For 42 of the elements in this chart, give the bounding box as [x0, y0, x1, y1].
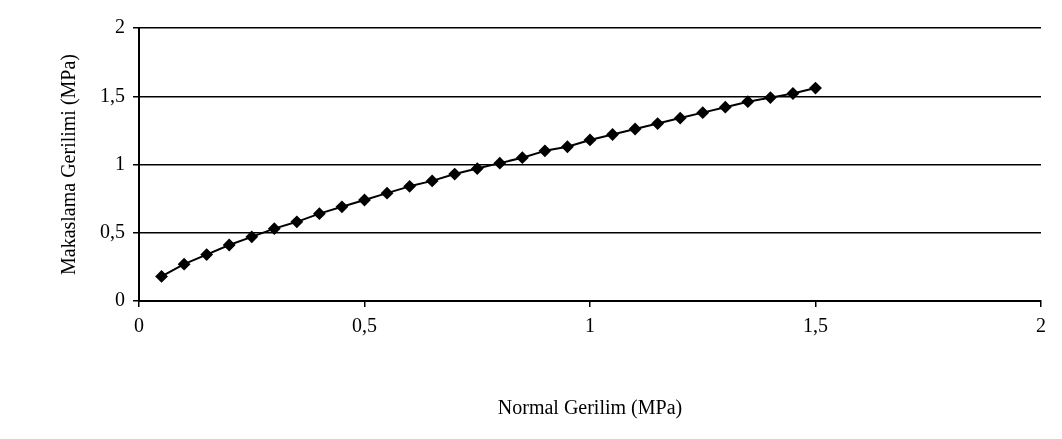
point	[719, 101, 732, 114]
y-axis-title: Makaslama Gerilimi (MPa)	[57, 53, 81, 276]
point	[629, 123, 642, 136]
point	[561, 140, 574, 153]
point	[809, 82, 822, 95]
point	[426, 174, 439, 187]
point	[786, 87, 799, 100]
point	[335, 200, 348, 213]
point	[493, 157, 506, 170]
x-axis-title: Normal Gerilim (MPa)	[497, 396, 683, 420]
point	[245, 230, 258, 243]
point	[448, 168, 461, 181]
y-tick-label: 0,5	[100, 220, 125, 242]
point	[538, 144, 551, 157]
point	[358, 193, 371, 206]
point	[381, 187, 394, 200]
point	[674, 112, 687, 125]
point	[584, 133, 596, 146]
y-tick-label: 1,5	[100, 83, 125, 106]
x-tick-label: 2	[1036, 314, 1046, 337]
point	[313, 207, 326, 220]
x-tick-label: 0,5	[352, 314, 377, 337]
point	[290, 215, 303, 228]
point	[764, 91, 777, 104]
point	[516, 151, 529, 164]
point	[200, 248, 213, 261]
y-tick-label: 0	[115, 288, 125, 311]
point	[471, 162, 484, 175]
y-tick-label: 1	[115, 151, 125, 174]
point	[403, 180, 416, 193]
point	[651, 117, 664, 130]
point	[178, 258, 191, 271]
point	[606, 128, 619, 141]
point	[268, 222, 281, 235]
point	[155, 270, 168, 283]
x-tick-label: 1	[585, 314, 595, 337]
point	[741, 95, 754, 108]
point	[696, 106, 709, 119]
x-tick-label: 1,5	[803, 314, 828, 337]
x-tick-label: 0	[134, 314, 144, 337]
point	[223, 239, 236, 252]
y-tick-label: 2	[115, 15, 125, 38]
